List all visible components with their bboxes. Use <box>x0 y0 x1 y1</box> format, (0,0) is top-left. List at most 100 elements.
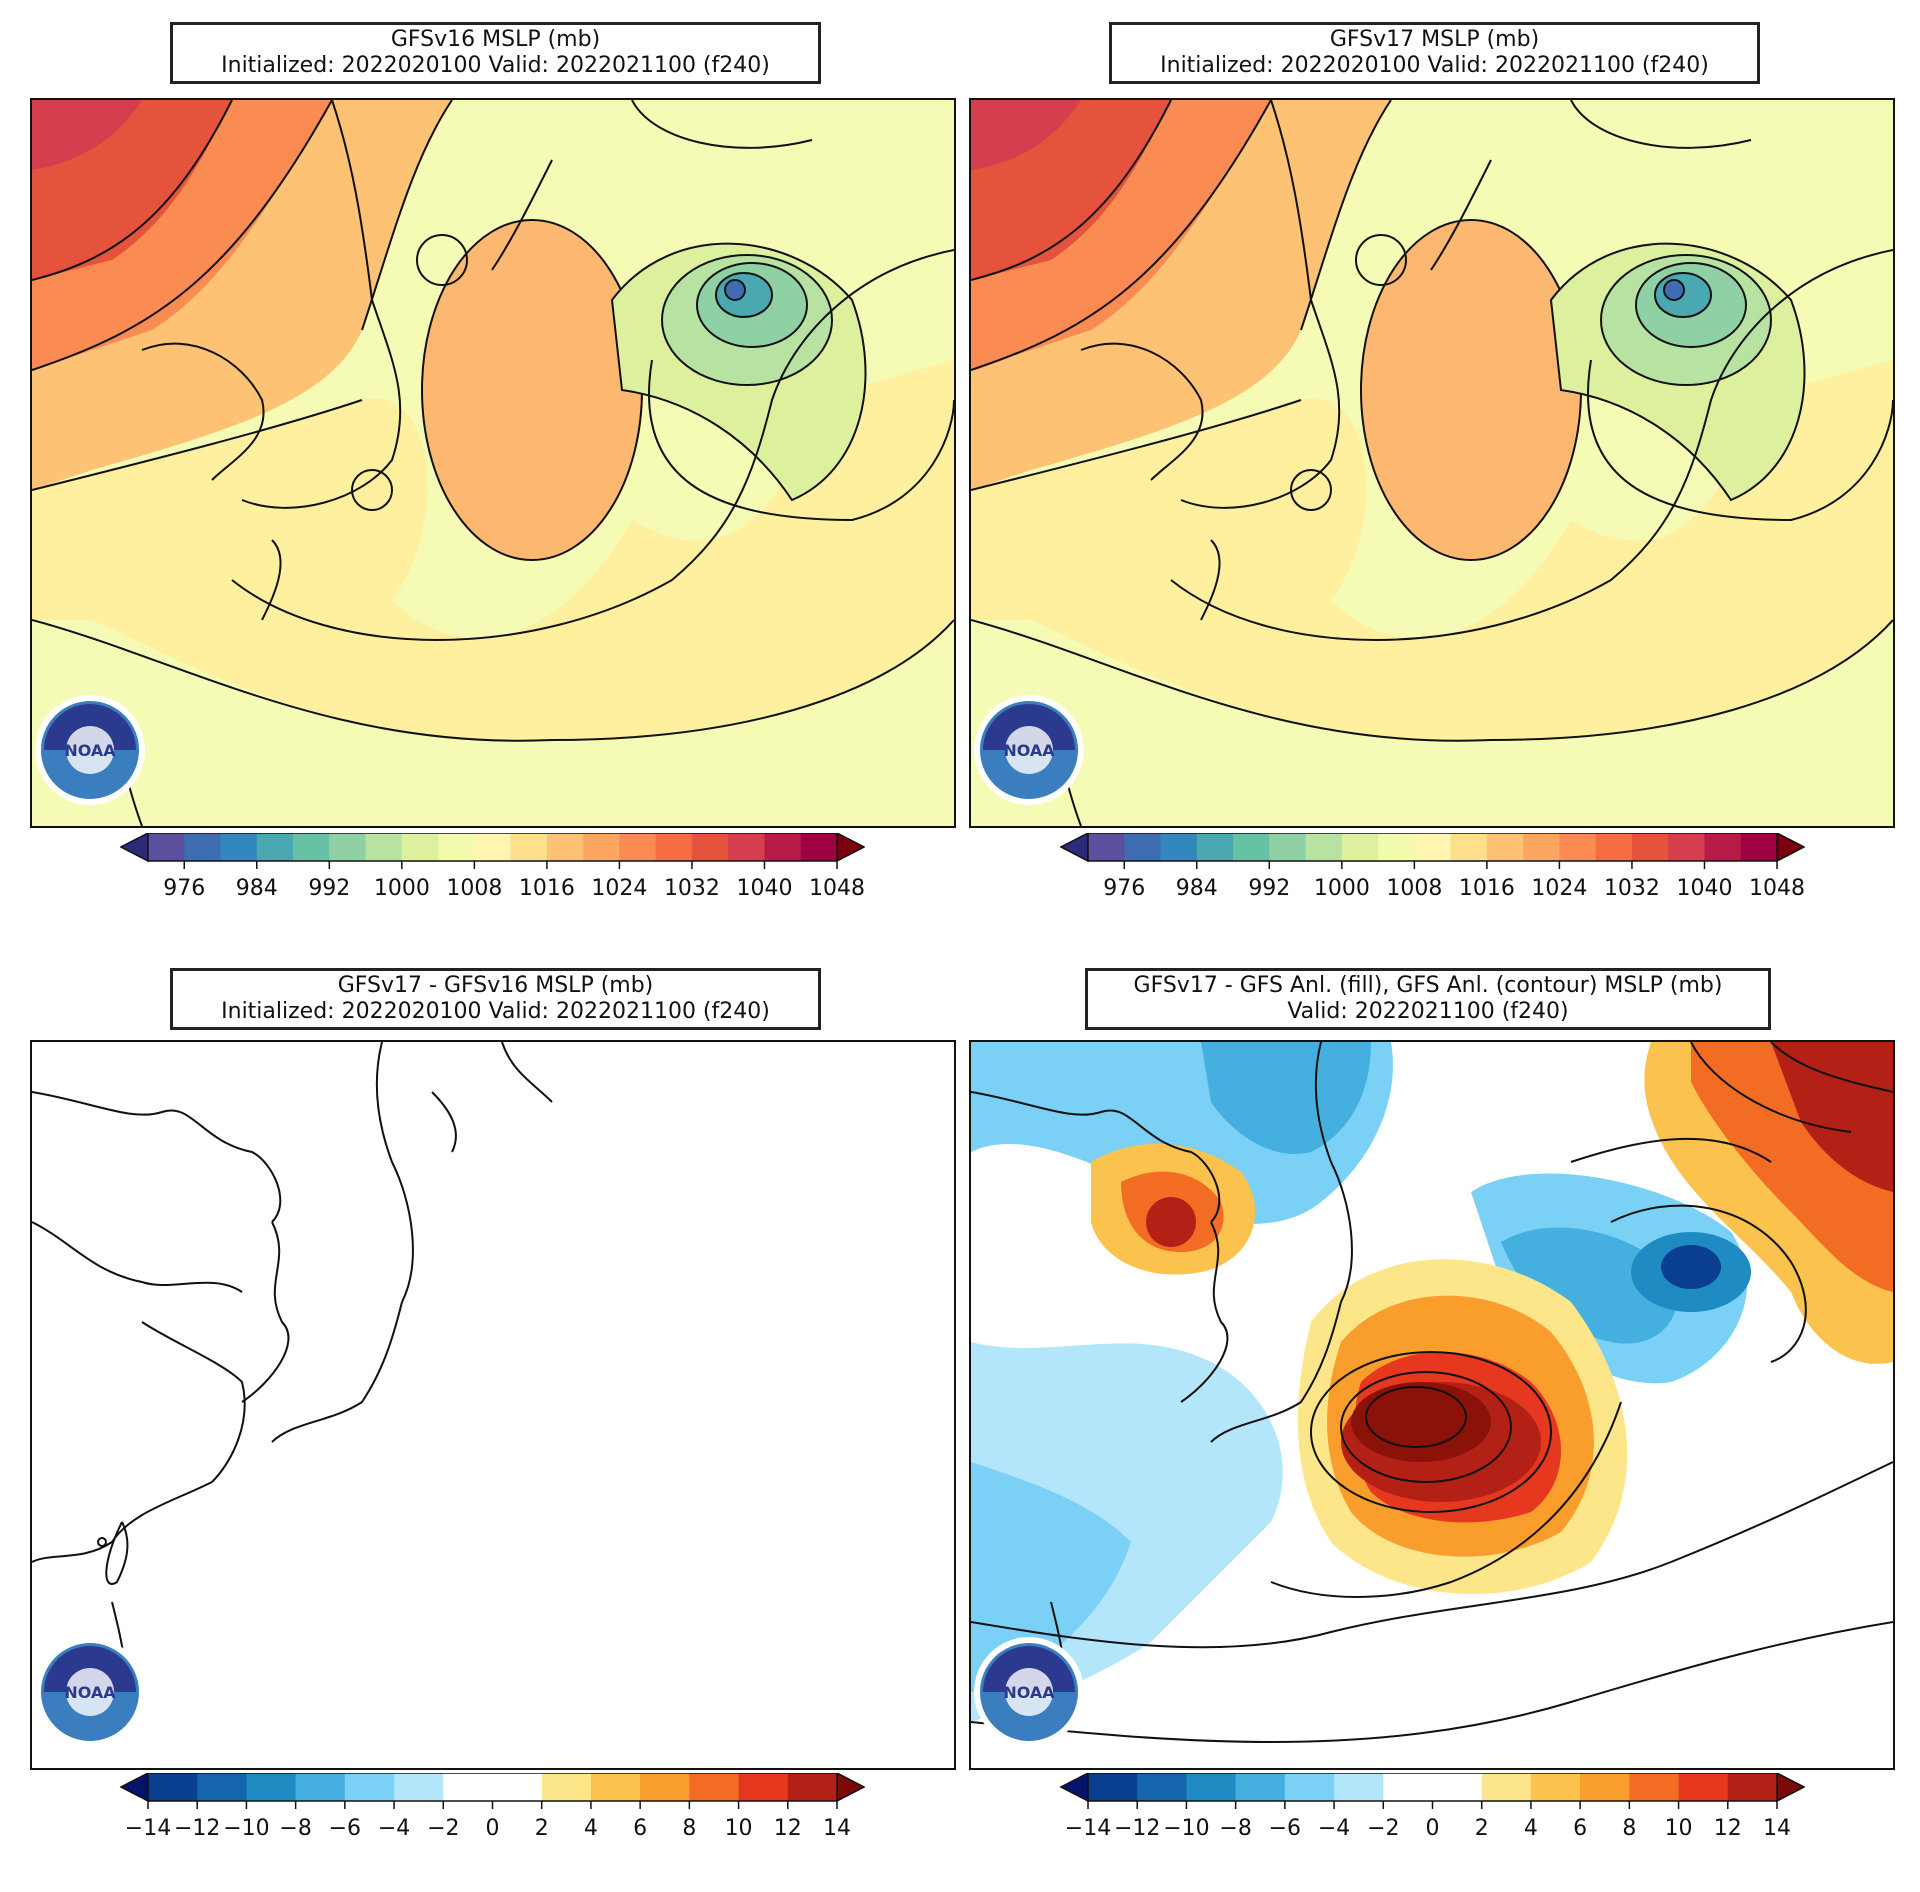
colorbar-swatch <box>293 833 330 861</box>
colorbar-swatch <box>510 833 548 861</box>
colorbar-swatch <box>1414 833 1452 861</box>
colorbar-swatch <box>1160 833 1198 861</box>
colorbar-tick-label: 2 <box>1475 1816 1489 1841</box>
colorbar-tick-label: −8 <box>1219 1816 1251 1841</box>
colorbar-swatch <box>1124 833 1162 861</box>
map-frame: NOAA <box>30 98 956 828</box>
colorbar-swatch <box>197 1773 247 1801</box>
colorbar-swatch <box>764 833 802 861</box>
colorbar-tick-label: −2 <box>1367 1816 1399 1841</box>
colorbar-swatch <box>344 1773 395 1801</box>
colorbar-tick-label: 1032 <box>664 876 720 901</box>
colorbar-swatch <box>1284 1773 1335 1801</box>
colorbar-tick-label: 992 <box>308 876 350 901</box>
colorbar-swatch <box>691 833 729 861</box>
panel-title: GFSv17 - GFS Anl. (fill), GFS Anl. (cont… <box>1085 968 1771 1030</box>
colorbar-extend-low <box>1060 833 1089 863</box>
colorbar-swatch <box>1305 833 1343 861</box>
colorbar-tick-label: 1024 <box>1531 876 1587 901</box>
colorbar-tick-label: 0 <box>486 1816 500 1841</box>
title-line-1: GFSv16 MSLP (mb) <box>390 27 601 52</box>
colorbar-swatch <box>1341 833 1379 861</box>
title-line-1: GFSv17 - GFS Anl. (fill), GFS Anl. (cont… <box>1133 973 1723 998</box>
colorbar-swatch <box>1740 833 1778 861</box>
panel-title: GFSv17 MSLP (mb) Initialized: 2022020100… <box>1109 22 1760 84</box>
colorbar-swatch <box>590 1773 641 1801</box>
colorbar-swatch <box>1137 1773 1187 1801</box>
colorbar-swatch <box>1481 1773 1532 1801</box>
colorbar-swatch <box>1196 833 1234 861</box>
title-line-1: GFSv17 MSLP (mb) <box>1329 27 1540 52</box>
svg-text:NOAA: NOAA <box>64 1683 116 1702</box>
colorbar-tick-label: 1016 <box>1459 876 1515 901</box>
svg-text:NOAA: NOAA <box>64 741 116 760</box>
colorbar-swatch <box>583 833 620 861</box>
colorbar-tick-label: 976 <box>163 876 205 901</box>
colorbar-tick-label: 8 <box>682 1816 696 1841</box>
colorbar-extend-high <box>836 1773 865 1803</box>
colorbar-swatch <box>246 1773 297 1801</box>
colorbar-tick-label: −14 <box>1065 1816 1111 1841</box>
colorbar-swatch <box>1233 833 1270 861</box>
map-frame: NOAA <box>969 98 1895 828</box>
colorbar-swatch <box>1088 833 1125 861</box>
colorbar-swatch <box>619 833 657 861</box>
colorbar-tick-label: 1040 <box>736 876 792 901</box>
colorbar-tick-label: −12 <box>174 1816 220 1841</box>
panel-title: GFSv17 - GFSv16 MSLP (mb) Initialized: 2… <box>170 968 821 1030</box>
colorbar-tick-label: 1040 <box>1676 876 1732 901</box>
colorbar-tick-label: 1008 <box>1386 876 1442 901</box>
colorbar-swatch <box>1668 833 1705 861</box>
colorbar-tick-label: 8 <box>1622 1816 1636 1841</box>
colorbar-swatch <box>438 833 475 861</box>
colorbar-extend-low <box>120 833 149 863</box>
colorbar-swatch <box>329 833 367 861</box>
colorbar-swatch <box>1235 1773 1286 1801</box>
noaa-logo-icon: NOAA <box>974 695 1084 805</box>
colorbar-tick-label: 1024 <box>591 876 647 901</box>
colorbar-tick-label: 10 <box>725 1816 753 1841</box>
colorbar-swatch <box>148 833 185 861</box>
colorbar-extend-low <box>1060 1773 1089 1803</box>
colorbar-swatch <box>1523 833 1560 861</box>
colorbar-swatch <box>1727 1773 1778 1801</box>
colorbar-swatch <box>546 833 584 861</box>
colorbar-swatch <box>256 833 294 861</box>
colorbar-tick-label: 4 <box>584 1816 598 1841</box>
colorbar: 976 984 992 1000 1008 1016 1024 1032 1040 1048 <box>1060 833 1805 901</box>
colorbar-tick-label: −14 <box>125 1816 171 1841</box>
colorbar-tick-label: 976 <box>1103 876 1145 901</box>
colorbar-tick-label: 10 <box>1665 1816 1693 1841</box>
title-line-2: Valid: 2022021100 (f240) <box>1287 999 1569 1024</box>
colorbar-swatch <box>541 1773 592 1801</box>
colorbar-tick-label: −6 <box>329 1816 361 1841</box>
svg-text:NOAA: NOAA <box>1003 741 1055 760</box>
title-line-2: Initialized: 2022020100 Valid: 202202110… <box>221 999 770 1024</box>
title-line-2: Initialized: 2022020100 Valid: 202202110… <box>221 53 770 78</box>
colorbar-swatch <box>1378 833 1415 861</box>
title-line-2: Initialized: 2022020100 Valid: 202202110… <box>1160 53 1709 78</box>
colorbar-tick-label: −4 <box>378 1816 410 1841</box>
colorbar-swatch <box>492 1773 543 1801</box>
colorbar-tick-label: 6 <box>633 1816 647 1841</box>
colorbar-tick-label: 1048 <box>809 876 865 901</box>
map-frame: NOAA <box>30 1040 956 1770</box>
colorbar-swatch <box>1486 833 1524 861</box>
colorbar-tick-label: −6 <box>1269 1816 1301 1841</box>
colorbar-extend-high <box>1776 1773 1805 1803</box>
colorbar-tick-label: 0 <box>1426 1816 1440 1841</box>
colorbar-swatch <box>728 833 765 861</box>
colorbar-swatch <box>1383 1773 1433 1801</box>
colorbar-tick-label: 14 <box>1763 1816 1791 1841</box>
colorbar-swatch <box>184 833 222 861</box>
colorbar-tick-label: 1000 <box>374 876 430 901</box>
colorbar-tick-label: 12 <box>774 1816 802 1841</box>
colorbar-extend-high <box>836 833 865 863</box>
colorbar-swatch <box>738 1773 789 1801</box>
panel-title: GFSv16 MSLP (mb) Initialized: 2022020100… <box>170 22 821 84</box>
title-line-1: GFSv17 - GFSv16 MSLP (mb) <box>337 973 654 998</box>
colorbar-swatch <box>295 1773 346 1801</box>
colorbar-tick-label: 6 <box>1573 1816 1587 1841</box>
colorbar-swatch <box>401 833 439 861</box>
colorbar-tick-label: 1008 <box>446 876 502 901</box>
